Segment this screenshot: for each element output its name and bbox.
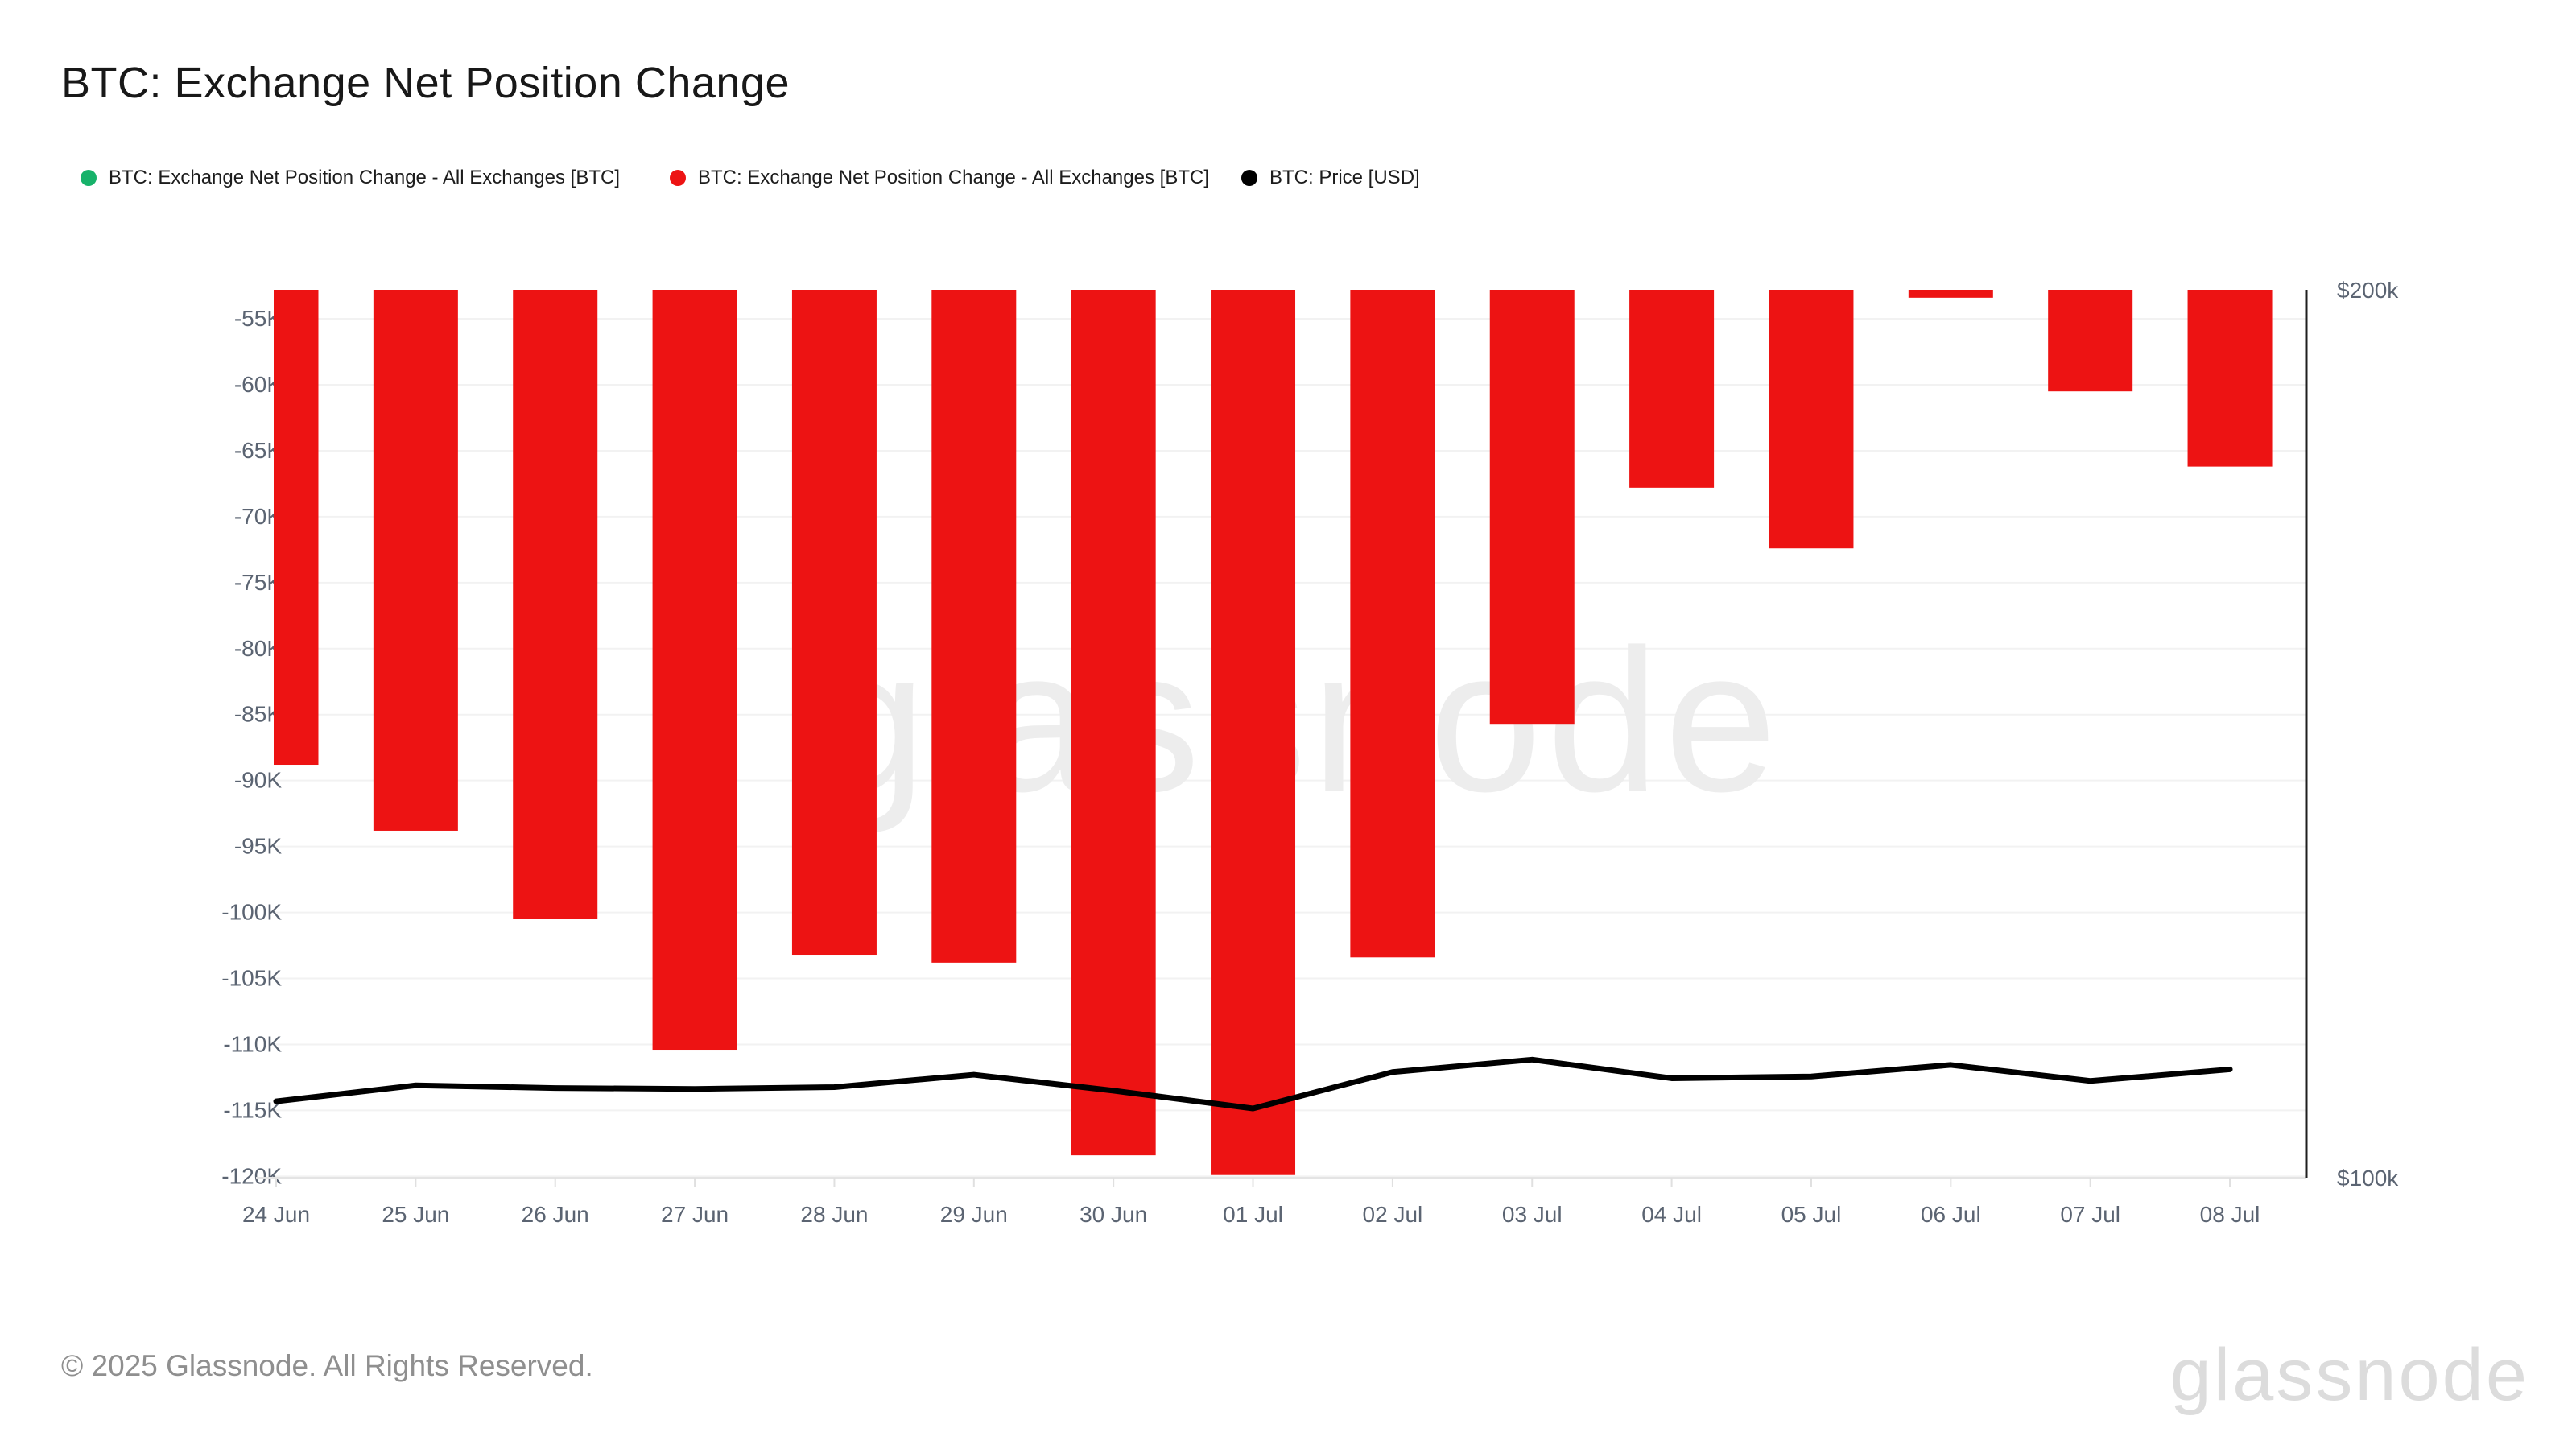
bar-29-jun xyxy=(931,290,1017,963)
x-axis-tick-label: 08 Jul xyxy=(2200,1202,2260,1227)
x-axis-tick-label: 02 Jul xyxy=(1363,1202,1423,1227)
bar-05-jul xyxy=(1769,290,1854,549)
legend-item-1[interactable]: BTC: Exchange Net Position Change - All … xyxy=(670,163,1209,192)
x-axis-tick-label: 29 Jun xyxy=(940,1202,1008,1227)
x-axis-tick-label: 26 Jun xyxy=(522,1202,589,1227)
copyright-text: © 2025 Glassnode. All Rights Reserved. xyxy=(61,1349,593,1382)
bar-04-jul xyxy=(1629,290,1715,488)
x-axis-tick-label: 28 Jun xyxy=(800,1202,868,1227)
legend-item-label: BTC: Exchange Net Position Change - All … xyxy=(698,167,1209,188)
y-axis-tick-label: -110K xyxy=(223,1031,282,1056)
red-dot-icon xyxy=(670,170,686,186)
x-axis-tick-label: 03 Jul xyxy=(1502,1202,1563,1227)
page-title: BTC: Exchange Net Position Change xyxy=(61,59,790,107)
y-axis-tick-label: -95K xyxy=(234,834,282,859)
bar-24-jun xyxy=(274,290,319,766)
x-axis-tick-label: 27 Jun xyxy=(661,1202,729,1227)
x-axis-tick-label: 06 Jul xyxy=(1921,1202,1981,1227)
bar-30-jun xyxy=(1071,290,1156,1156)
black-dot-icon xyxy=(1241,170,1257,186)
legend-item-label: BTC: Price [USD] xyxy=(1269,167,1420,188)
x-axis-tick-label: 24 Jun xyxy=(242,1202,310,1227)
legend-item-label: BTC: Exchange Net Position Change - All … xyxy=(109,167,620,188)
x-axis-tick-label: 30 Jun xyxy=(1080,1202,1147,1227)
x-axis-tick-label: 05 Jul xyxy=(1781,1202,1842,1227)
bar-25-jun xyxy=(373,290,458,831)
bar-28-jun xyxy=(791,290,877,956)
bar-01-jul xyxy=(1211,290,1296,1175)
right-axis-tick-label: $100k xyxy=(2337,1166,2399,1191)
glassnode-logo: glassnode xyxy=(2169,1334,2529,1416)
x-axis-tick-label: 25 Jun xyxy=(382,1202,449,1227)
bar-07-jul xyxy=(2048,290,2133,392)
x-axis-tick-label: 07 Jul xyxy=(2060,1202,2120,1227)
x-axis-tick-label: 04 Jul xyxy=(1641,1202,1702,1227)
green-dot-icon xyxy=(80,170,97,186)
bar-03-jul xyxy=(1489,290,1575,724)
legend: BTC: Exchange Net Position Change - All … xyxy=(0,163,2576,192)
legend-item-2[interactable]: BTC: Price [USD] xyxy=(1241,163,1420,192)
bar-26-jun xyxy=(513,290,598,919)
bar-02-jul xyxy=(1350,290,1435,958)
bar-06-jul xyxy=(1908,290,1993,298)
y-axis-tick-label: -115K xyxy=(223,1097,282,1122)
y-axis-tick-label: -90K xyxy=(234,768,282,793)
right-axis-tick-label: $200k xyxy=(2337,278,2399,303)
bar-08-jul xyxy=(2187,290,2273,467)
y-axis-tick-label: -100K xyxy=(221,900,282,925)
legend-item-0[interactable]: BTC: Exchange Net Position Change - All … xyxy=(80,163,620,192)
x-axis-tick-label: 01 Jul xyxy=(1223,1202,1283,1227)
y-axis-tick-label: -120K xyxy=(221,1163,282,1188)
bar-27-jun xyxy=(652,290,737,1051)
price-line xyxy=(273,1056,2233,1112)
y-axis-tick-label: -105K xyxy=(221,966,282,991)
